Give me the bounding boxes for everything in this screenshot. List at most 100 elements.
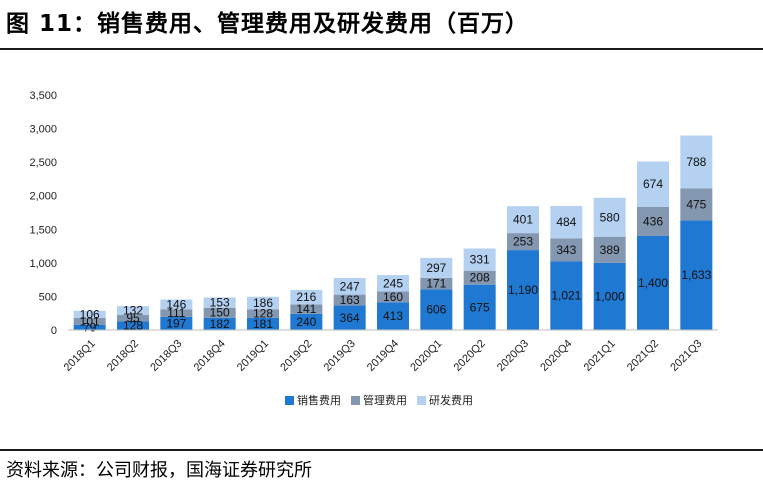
data-label: 413	[383, 309, 403, 323]
bar-segment	[247, 317, 279, 330]
data-label: 132	[123, 304, 143, 318]
data-label: 1,021	[551, 289, 581, 303]
x-tick-label: 2021Q2	[625, 338, 661, 374]
data-label: 1,400	[638, 276, 668, 290]
x-tick-label: 2018Q3	[148, 338, 184, 374]
data-label: 436	[643, 214, 663, 228]
legend-swatch	[417, 396, 426, 405]
x-axis: 2018Q1 2018Q2 2018Q3 2018Q4 2019Q1 2019Q2 2019…	[62, 329, 718, 374]
x-tick-label: 2019Q1	[235, 338, 271, 374]
title-divider	[0, 48, 763, 50]
bar-segment	[203, 297, 236, 308]
bar-segment	[73, 324, 106, 330]
bar-segment	[593, 236, 626, 263]
x-tick-label: 2019Q4	[365, 338, 401, 374]
data-label: 79	[83, 320, 97, 334]
data-label: 484	[556, 215, 576, 229]
y-tick-label: 2,500	[29, 157, 57, 169]
source-divider	[0, 449, 763, 451]
data-label: 160	[383, 290, 403, 304]
data-label: 606	[426, 303, 446, 317]
data-label: 106	[80, 307, 100, 321]
legend-swatch	[351, 396, 360, 405]
y-tick-label: 3,000	[29, 124, 57, 136]
data-label: 186	[253, 296, 273, 310]
bar-segment	[680, 135, 713, 189]
bar-segment	[117, 306, 149, 316]
x-tick-label: 2018Q1	[62, 338, 98, 374]
bar-segment	[290, 289, 323, 305]
data-label: 253	[513, 235, 533, 249]
data-label: 197	[166, 316, 186, 330]
data-label: 95	[126, 311, 140, 325]
bar-segment	[333, 294, 366, 306]
y-tick-label: 3,500	[29, 90, 57, 102]
x-tick-label: 2020Q4	[538, 338, 574, 374]
data-label: 401	[513, 213, 533, 227]
data-label: 128	[253, 307, 273, 321]
bar-segment	[290, 313, 323, 330]
y-tick-label: 2,000	[29, 191, 57, 203]
data-label: 245	[383, 276, 403, 290]
data-label: 675	[470, 300, 490, 314]
data-label: 240	[296, 315, 316, 329]
bar-segment	[420, 257, 453, 278]
data-label: 247	[340, 279, 360, 293]
x-tick-label: 2020Q3	[495, 338, 531, 374]
y-axis: 0 500 1,000 1,500 2,000 2,500 3,000 3,500	[29, 90, 57, 337]
bar-segment	[203, 317, 236, 330]
bar-segment	[377, 291, 409, 303]
data-label: 150	[210, 306, 230, 320]
legend-label: 研发费用	[429, 393, 473, 407]
bar-segment	[203, 307, 236, 318]
bar-segment	[593, 197, 626, 237]
figure-title: 图 11：销售费用、管理费用及研发费用（百万）	[6, 11, 530, 37]
bar-segment	[247, 296, 279, 310]
data-label: 1,633	[681, 268, 711, 282]
bar-segment	[637, 236, 669, 330]
data-label: 1,190	[508, 283, 538, 297]
bar-segment	[160, 309, 193, 317]
data-label: 216	[296, 290, 316, 304]
bar-segment	[680, 220, 713, 330]
data-label: 141	[296, 302, 316, 316]
bar-segment	[160, 316, 193, 330]
y-tick-label: 1,000	[29, 258, 57, 270]
bar-segment	[593, 262, 626, 330]
source-note: 资料来源：公司财报，国海证券研究所	[6, 460, 312, 481]
y-tick-label: 500	[39, 291, 57, 303]
data-label: 331	[470, 253, 490, 267]
data-labels-layer: 7910110612895132197111146182150153181128…	[80, 155, 712, 334]
bar-segment	[160, 299, 193, 310]
bar-segment	[73, 317, 106, 325]
bar-segment	[680, 188, 713, 221]
legend-label: 销售费用	[297, 393, 341, 407]
bar-segment	[73, 310, 106, 318]
data-label: 182	[210, 317, 230, 331]
data-label: 171	[426, 277, 446, 291]
bar-segment	[377, 302, 409, 330]
x-tick-label: 2021Q3	[668, 338, 704, 374]
data-label: 475	[686, 197, 706, 211]
data-label: 674	[643, 177, 663, 191]
data-label: 297	[426, 261, 446, 275]
data-label: 128	[123, 319, 143, 333]
bar-segment	[507, 233, 539, 251]
bar-segment	[637, 206, 669, 236]
data-label: 146	[166, 297, 186, 311]
x-tick-label: 2020Q1	[408, 338, 444, 374]
data-label: 181	[253, 317, 273, 331]
data-label: 788	[686, 155, 706, 169]
data-label: 389	[600, 243, 620, 257]
bar-segment	[550, 238, 583, 262]
data-label: 101	[80, 314, 100, 328]
data-label: 364	[340, 311, 360, 325]
bar-segment	[463, 248, 496, 271]
data-label: 580	[600, 210, 620, 224]
bar-segment	[507, 206, 539, 234]
bar-segment	[247, 309, 279, 318]
bar-segment	[550, 261, 583, 330]
bar-segment	[117, 315, 149, 322]
legend-label: 管理费用	[363, 393, 407, 407]
data-label: 163	[340, 293, 360, 307]
